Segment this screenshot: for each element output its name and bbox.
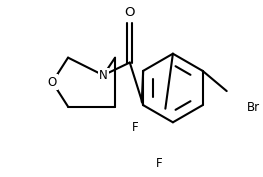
Text: F: F <box>156 157 163 170</box>
Text: N: N <box>99 69 108 82</box>
Text: O: O <box>125 6 135 19</box>
Text: Br: Br <box>246 101 260 114</box>
Text: F: F <box>132 121 139 134</box>
Text: O: O <box>48 76 57 89</box>
